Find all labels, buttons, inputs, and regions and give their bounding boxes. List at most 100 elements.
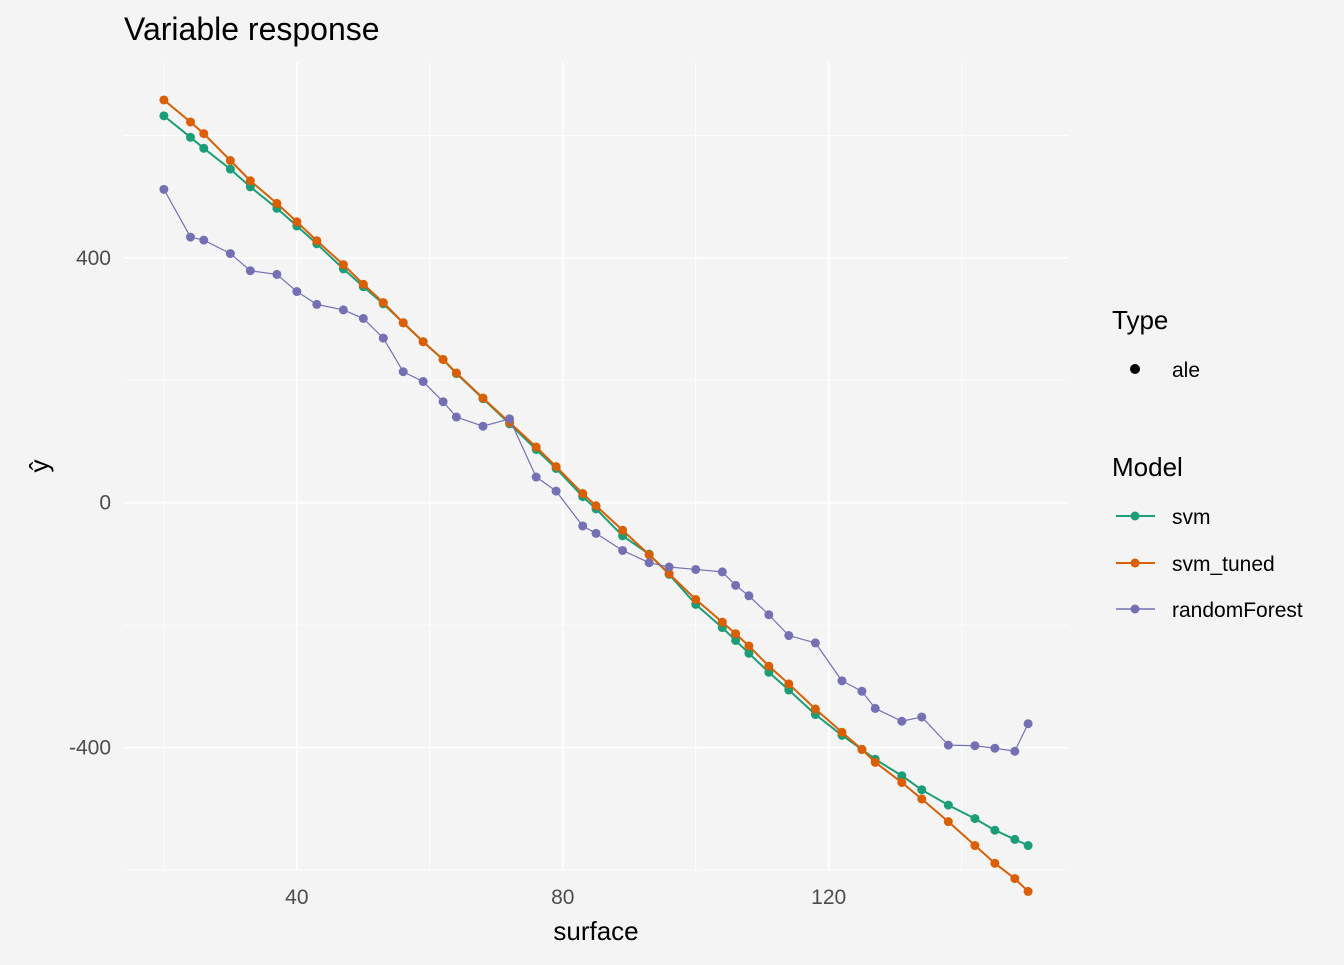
- data-point-svm: [990, 825, 1000, 835]
- data-point-randomForest: [917, 712, 927, 722]
- data-point-randomForest: [531, 472, 541, 482]
- data-point-svm_tuned: [644, 550, 654, 560]
- data-point-svm: [917, 785, 927, 795]
- data-point-randomForest: [744, 591, 754, 601]
- data-point-svm: [185, 132, 195, 142]
- data-point-randomForest: [245, 266, 255, 276]
- data-point-svm_tuned: [1023, 886, 1033, 896]
- data-point-svm: [897, 771, 907, 781]
- data-point-svm_tuned: [245, 176, 255, 186]
- data-point-randomForest: [664, 562, 674, 572]
- x-tick-label: 120: [811, 886, 846, 909]
- data-point-randomForest: [644, 558, 654, 568]
- data-point-randomForest: [478, 421, 488, 431]
- data-point-svm_tuned: [731, 629, 741, 639]
- data-point-svm_tuned: [358, 279, 368, 289]
- data-point-svm_tuned: [591, 501, 601, 511]
- legend-svm-dot: [1130, 511, 1140, 521]
- legend-randomforest-label: randomForest: [1172, 599, 1303, 622]
- data-point-svm_tuned: [897, 777, 907, 787]
- data-point-svm_tuned: [312, 236, 322, 246]
- data-point-randomForest: [857, 686, 867, 696]
- data-point-svm_tuned: [418, 337, 428, 347]
- data-point-svm_tuned: [970, 841, 980, 851]
- data-point-randomForest: [358, 313, 368, 323]
- data-point-svm_tuned: [618, 525, 628, 535]
- tick-layer: 40 80 120 400 0 -400: [69, 247, 846, 909]
- legend-svm-tuned-label: svm_tuned: [1172, 553, 1275, 576]
- data-point-svm_tuned: [451, 368, 461, 378]
- x-tick-label: 80: [551, 886, 574, 909]
- data-point-randomForest: [591, 528, 601, 538]
- data-point-svm_tuned: [784, 679, 794, 689]
- y-tick-label: -400: [69, 737, 111, 760]
- data-point-svm_tuned: [199, 129, 209, 139]
- data-point-svm: [1010, 834, 1020, 844]
- data-point-randomForest: [897, 716, 907, 726]
- data-point-svm_tuned: [478, 393, 488, 403]
- data-point-randomForest: [225, 249, 235, 259]
- data-point-randomForest: [438, 397, 448, 407]
- data-point-randomForest: [717, 567, 727, 577]
- legend-type-title: Type: [1112, 305, 1168, 335]
- data-point-svm_tuned: [292, 217, 302, 227]
- legend: Type ale Model svm svm_tuned randomFores…: [1112, 305, 1303, 622]
- legend-type-ale-key: [1130, 364, 1140, 374]
- data-point-randomForest: [398, 367, 408, 377]
- data-point-svm_tuned: [185, 117, 195, 127]
- data-point-svm_tuned: [764, 661, 774, 671]
- data-point-randomForest: [1023, 719, 1033, 729]
- data-point-randomForest: [292, 287, 302, 297]
- data-point-svm_tuned: [744, 641, 754, 651]
- data-point-svm_tuned: [531, 442, 541, 452]
- data-point-svm_tuned: [551, 462, 561, 472]
- data-point-svm_tuned: [225, 156, 235, 166]
- series-randomForest: [159, 184, 1033, 756]
- data-point-randomForest: [505, 414, 515, 424]
- data-point-randomForest: [272, 269, 282, 279]
- data-point-svm_tuned: [272, 198, 282, 208]
- data-point-randomForest: [691, 564, 701, 574]
- data-point-svm: [943, 800, 953, 810]
- data-point-randomForest: [837, 676, 847, 686]
- legend-model-randomforest: randomForest: [1116, 599, 1303, 622]
- data-point-randomForest: [990, 743, 1000, 753]
- legend-type-ale-label: ale: [1172, 359, 1200, 382]
- data-point-svm_tuned: [837, 727, 847, 737]
- data-point-randomForest: [764, 610, 774, 620]
- legend-model-svm: svm: [1116, 506, 1211, 529]
- data-point-svm_tuned: [810, 704, 820, 714]
- data-point-svm_tuned: [378, 298, 388, 308]
- data-point-svm_tuned: [578, 489, 588, 499]
- data-point-randomForest: [870, 703, 880, 713]
- data-point-svm_tuned: [398, 318, 408, 328]
- data-point-svm_tuned: [943, 817, 953, 827]
- data-point-svm_tuned: [990, 858, 1000, 868]
- data-point-randomForest: [551, 486, 561, 496]
- data-point-randomForest: [970, 741, 980, 751]
- y-tick-label: 400: [76, 247, 111, 270]
- data-point-randomForest: [451, 412, 461, 422]
- data-point-svm: [225, 164, 235, 174]
- data-point-randomForest: [943, 740, 953, 750]
- data-point-randomForest: [731, 580, 741, 590]
- data-point-svm_tuned: [717, 617, 727, 627]
- legend-model-title: Model: [1112, 452, 1183, 482]
- y-axis-title: ŷ: [24, 460, 54, 473]
- x-axis-title: surface: [553, 916, 638, 946]
- data-point-randomForest: [618, 545, 628, 555]
- data-point-svm: [1023, 841, 1033, 851]
- data-point-svm_tuned: [338, 260, 348, 270]
- data-point-randomForest: [418, 377, 428, 387]
- legend-model-svm-tuned: svm_tuned: [1116, 553, 1275, 576]
- y-tick-label: 0: [99, 492, 111, 515]
- data-point-randomForest: [312, 299, 322, 309]
- grid-layer: [124, 62, 1068, 871]
- data-point-svm_tuned: [691, 594, 701, 604]
- data-point-randomForest: [578, 521, 588, 531]
- data-point-svm: [199, 143, 209, 153]
- legend-svm-label: svm: [1172, 506, 1211, 529]
